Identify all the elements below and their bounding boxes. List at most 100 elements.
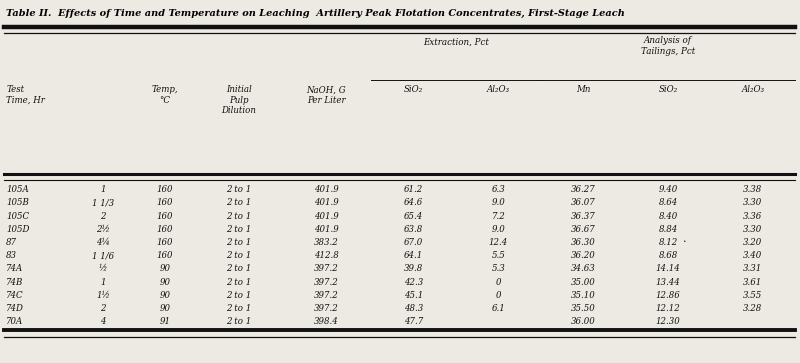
Text: 64.1: 64.1 [404, 251, 423, 260]
Text: 74A: 74A [6, 264, 24, 273]
Text: 2 to 1: 2 to 1 [226, 238, 251, 247]
Text: 8.12: 8.12 [658, 238, 678, 247]
Text: 3.40: 3.40 [743, 251, 762, 260]
Text: 42.3: 42.3 [404, 278, 423, 286]
Text: 2 to 1: 2 to 1 [226, 278, 251, 286]
Text: Al₂O₃: Al₂O₃ [487, 85, 510, 94]
Text: 160: 160 [157, 238, 174, 247]
Text: 2 to 1: 2 to 1 [226, 198, 251, 207]
Text: 90: 90 [159, 304, 170, 313]
Text: 90: 90 [159, 278, 170, 286]
Text: 9.40: 9.40 [658, 185, 678, 194]
Text: 160: 160 [157, 185, 174, 194]
Text: 35.10: 35.10 [571, 291, 596, 300]
Text: 3.36: 3.36 [743, 212, 762, 221]
Text: 9.0: 9.0 [492, 198, 506, 207]
Text: 105C: 105C [6, 212, 30, 221]
Text: 12.12: 12.12 [656, 304, 681, 313]
Text: 48.3: 48.3 [404, 304, 423, 313]
Text: 64.6: 64.6 [404, 198, 423, 207]
Text: 36.00: 36.00 [571, 317, 596, 326]
Text: 397.2: 397.2 [314, 278, 338, 286]
Text: 2 to 1: 2 to 1 [226, 225, 251, 234]
Text: 74C: 74C [6, 291, 24, 300]
Text: 2 to 1: 2 to 1 [226, 185, 251, 194]
Text: 1: 1 [100, 278, 106, 286]
Text: Table II.  Effects of Time and Temperature on Leaching  Artillery Peak Flotation: Table II. Effects of Time and Temperatur… [6, 9, 625, 18]
Text: 1 1/3: 1 1/3 [92, 198, 114, 207]
Text: ½: ½ [98, 264, 107, 273]
Text: 2 to 1: 2 to 1 [226, 264, 251, 273]
Text: 160: 160 [157, 251, 174, 260]
Text: 0: 0 [496, 291, 502, 300]
Text: 91: 91 [159, 317, 170, 326]
Text: Extraction, Pct: Extraction, Pct [423, 38, 489, 47]
Text: NaOH, G
Per Liter: NaOH, G Per Liter [306, 85, 346, 105]
Text: 83: 83 [6, 251, 18, 260]
Text: .: . [683, 234, 686, 244]
Text: Test
Time, Hr: Test Time, Hr [6, 85, 46, 105]
Text: 70A: 70A [6, 317, 24, 326]
Text: 397.2: 397.2 [314, 304, 338, 313]
Text: 105A: 105A [6, 185, 29, 194]
Text: 7.2: 7.2 [492, 212, 506, 221]
Text: 3.38: 3.38 [743, 185, 762, 194]
Text: 63.8: 63.8 [404, 225, 423, 234]
Text: 2: 2 [100, 212, 106, 221]
Text: 398.4: 398.4 [314, 317, 338, 326]
Text: 160: 160 [157, 198, 174, 207]
Text: 2 to 1: 2 to 1 [226, 304, 251, 313]
Text: 2 to 1: 2 to 1 [226, 317, 251, 326]
Text: 12.4: 12.4 [489, 238, 508, 247]
Text: 13.44: 13.44 [656, 278, 681, 286]
Text: 160: 160 [157, 225, 174, 234]
Text: 74D: 74D [6, 304, 24, 313]
Text: 14.14: 14.14 [656, 264, 681, 273]
Text: 5.5: 5.5 [492, 251, 506, 260]
Text: 6.3: 6.3 [492, 185, 506, 194]
Text: 3.30: 3.30 [743, 225, 762, 234]
Text: 105D: 105D [6, 225, 30, 234]
Text: 2 to 1: 2 to 1 [226, 291, 251, 300]
Text: 61.2: 61.2 [404, 185, 423, 194]
Text: 8.40: 8.40 [658, 212, 678, 221]
Text: 12.30: 12.30 [656, 317, 681, 326]
Text: 39.8: 39.8 [404, 264, 423, 273]
Text: 36.30: 36.30 [571, 238, 596, 247]
Text: 8.64: 8.64 [658, 198, 678, 207]
Text: 3.20: 3.20 [743, 238, 762, 247]
Text: SiO₂: SiO₂ [658, 85, 678, 94]
Text: 2 to 1: 2 to 1 [226, 212, 251, 221]
Text: Temp,
°C: Temp, °C [152, 85, 178, 105]
Text: 3.55: 3.55 [743, 291, 762, 300]
Text: 3.28: 3.28 [743, 304, 762, 313]
Text: 4¼: 4¼ [96, 238, 110, 247]
Text: 36.27: 36.27 [571, 185, 596, 194]
Text: 397.2: 397.2 [314, 291, 338, 300]
Text: 397.2: 397.2 [314, 264, 338, 273]
Text: Initial
Pulp
Dilution: Initial Pulp Dilution [221, 85, 256, 115]
Text: 90: 90 [159, 264, 170, 273]
Text: 74B: 74B [6, 278, 24, 286]
Text: Mn: Mn [576, 85, 590, 94]
Text: 1: 1 [100, 185, 106, 194]
Text: 1 1/6: 1 1/6 [92, 251, 114, 260]
Text: 9.0: 9.0 [492, 225, 506, 234]
Text: 87: 87 [6, 238, 18, 247]
Text: 160: 160 [157, 212, 174, 221]
Text: 3.61: 3.61 [743, 278, 762, 286]
Text: 67.0: 67.0 [404, 238, 423, 247]
Text: 105B: 105B [6, 198, 30, 207]
Text: 90: 90 [159, 291, 170, 300]
Text: 36.67: 36.67 [571, 225, 596, 234]
Text: 1½: 1½ [96, 291, 110, 300]
Text: 8.68: 8.68 [658, 251, 678, 260]
Text: 6.1: 6.1 [492, 304, 506, 313]
Text: 8.84: 8.84 [658, 225, 678, 234]
Text: 12.86: 12.86 [656, 291, 681, 300]
Text: 65.4: 65.4 [404, 212, 423, 221]
Text: 35.50: 35.50 [571, 304, 596, 313]
Text: 0: 0 [496, 278, 502, 286]
Text: 36.07: 36.07 [571, 198, 596, 207]
Text: 2 to 1: 2 to 1 [226, 251, 251, 260]
